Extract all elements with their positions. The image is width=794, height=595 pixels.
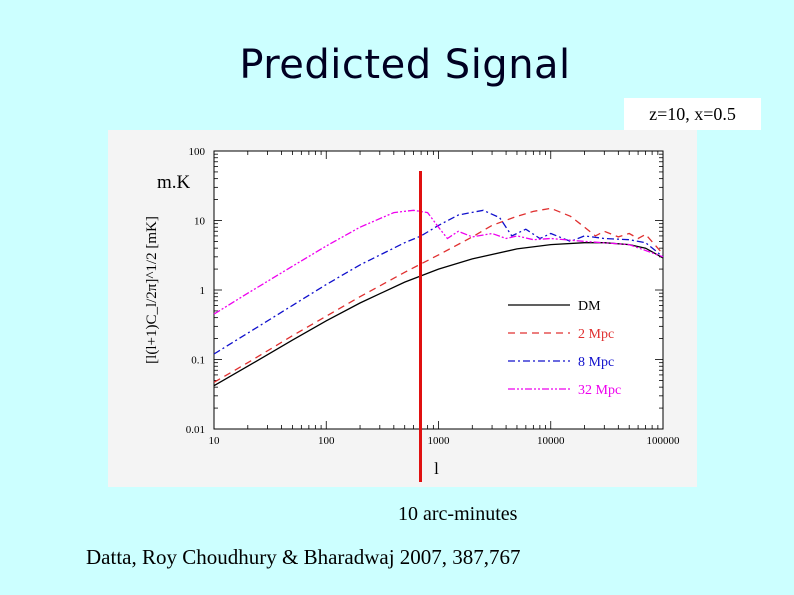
y-tick-label: 1 [200, 285, 206, 297]
parameters-box: z=10, x=0.5 [624, 98, 761, 130]
x-axis-label: l [434, 459, 439, 478]
y-tick-label: 100 [189, 146, 206, 158]
arcminute-marker-label: 10 arc-minutes [398, 503, 518, 525]
legend-label: 8 Mpc [578, 355, 614, 370]
x-tick-label: 100000 [647, 435, 681, 447]
plot-frame [213, 150, 664, 430]
citation: Datta, Roy Choudhury & Bharadwaj 2007, 3… [86, 545, 521, 569]
arcminute-marker-line [419, 171, 422, 482]
y-tick-label: 0.01 [186, 424, 205, 436]
series-line-32-mpc [213, 209, 664, 315]
x-tick-label: 10000 [537, 435, 565, 447]
x-tick-label: 100 [318, 435, 335, 447]
series-line-2-mpc [213, 207, 664, 383]
y-axis-label: [l(l+1)C_l/2π]^1/2 [mK] [144, 216, 160, 364]
plot-panel: DM 2 Mpc 8 Mpc 32 Mpc 10 100 1000 10000 100000 0… [108, 130, 697, 487]
slide-title: Predicted Signal [239, 42, 571, 88]
legend-label: 32 Mpc [578, 383, 621, 398]
x-tick-label: 10 [209, 435, 221, 447]
unit-label: m.K [157, 172, 191, 193]
series-line-8-mpc [213, 209, 664, 355]
legend-label: DM [578, 299, 601, 314]
legend-label: 2 Mpc [578, 327, 614, 342]
y-tick-label: 10 [194, 216, 206, 228]
y-tick-label: 0.1 [191, 355, 205, 367]
x-tick-label: 1000 [428, 435, 451, 447]
chart-svg: DM 2 Mpc 8 Mpc 32 Mpc 10 100 1000 10000 100000 0… [144, 146, 681, 478]
